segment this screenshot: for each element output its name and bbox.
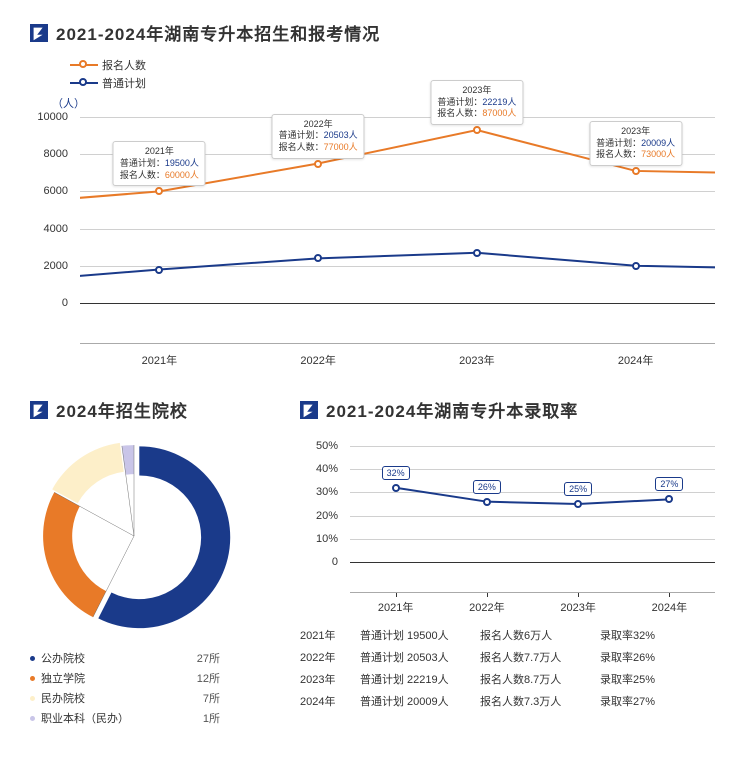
x-label: 2024年: [652, 599, 687, 615]
legend-enroll-label: 报名人数: [102, 57, 146, 73]
data-point: [632, 262, 640, 270]
rate-title: 2021-2024年湖南专升本录取率: [300, 397, 735, 422]
pie-legend-row: 独立学院12所: [30, 670, 280, 686]
rate-table-row: 2021年普通计划 19500人报名人数6万人录取率32%: [300, 624, 735, 646]
chart-tooltip: 2021年普通计划：19500人报名人数：60000人: [113, 141, 206, 186]
pie-legend-row: 职业本科（民办）1所: [30, 710, 280, 726]
data-point: [155, 187, 163, 195]
y-tick: 10%: [316, 533, 338, 545]
pie-slice: [52, 443, 123, 503]
chart-tooltip: 2022年普通计划：20503人报名人数：77000人: [272, 114, 365, 159]
rate-x-axis: 2021年 2022年 2023年 2024年: [350, 592, 715, 618]
rate-badge: 32%: [382, 466, 410, 480]
logo-icon: [30, 401, 48, 419]
y-tick: 30%: [316, 486, 338, 498]
x-label: 2024年: [618, 352, 653, 368]
x-label: 2022年: [469, 599, 504, 615]
rate-title-text: 2021-2024年湖南专升本录取率: [326, 397, 578, 422]
y-tick: 20%: [316, 510, 338, 522]
y-tick: 0: [332, 556, 338, 568]
chart-tooltip: 2023年普通计划：22219人报名人数：87000人: [430, 80, 523, 125]
data-point: [632, 167, 640, 175]
rate-table-row: 2023年普通计划 22219人报名人数8.7万人录取率25%: [300, 668, 735, 690]
pie-legend-row: 公办院校27所: [30, 650, 280, 666]
pie-chart: [34, 436, 234, 636]
data-point: [574, 500, 582, 508]
logo-icon: [30, 24, 48, 42]
rate-plot-area: 32% 26% 25% 27%: [350, 446, 715, 562]
main-y-axis: 0 2000 4000 6000 8000 10000: [30, 113, 74, 333]
y-tick: 10000: [37, 111, 68, 123]
rate-chart: 0 10% 20% 30% 40% 50% 32% 26% 25% 27%: [300, 442, 735, 592]
x-label: 2023年: [560, 599, 595, 615]
x-label: 2021年: [142, 352, 177, 368]
y-tick: 0: [62, 297, 68, 309]
chart-tooltip: 2023年普通计划：20009人报名人数：73000人: [589, 121, 682, 166]
main-x-axis: 2021年 2022年 2023年 2024年: [80, 343, 715, 369]
data-point: [314, 160, 322, 168]
data-point: [483, 498, 491, 506]
x-label: 2023年: [459, 352, 494, 368]
rate-badge: 25%: [564, 482, 592, 496]
y-tick: 6000: [44, 185, 68, 197]
pie-legend-row: 民办院校7所: [30, 690, 280, 706]
main-plot-area: 2021年普通计划：19500人报名人数：60000人 2022年普通计划：205…: [80, 117, 715, 303]
data-point: [473, 249, 481, 257]
x-label: 2021年: [378, 599, 413, 615]
logo-icon: [300, 401, 318, 419]
rate-y-axis: 0 10% 20% 30% 40% 50%: [300, 442, 344, 592]
y-tick: 8000: [44, 148, 68, 160]
data-point: [473, 126, 481, 134]
main-legend: 报名人数 普通计划: [70, 57, 735, 91]
main-title-text: 2021-2024年湖南专升本招生和报考情况: [56, 20, 380, 45]
unit-label: （人）: [52, 95, 735, 111]
rate-badge: 27%: [655, 477, 683, 491]
rate-table-row: 2022年普通计划 20503人报名人数7.7万人录取率26%: [300, 646, 735, 668]
x-label: 2022年: [300, 352, 335, 368]
data-point: [314, 254, 322, 262]
data-point: [665, 495, 673, 503]
rate-badge: 26%: [473, 480, 501, 494]
pie-slice: [98, 446, 230, 628]
legend-plan-label: 普通计划: [102, 75, 146, 91]
y-tick: 50%: [316, 440, 338, 452]
rate-table: 2021年普通计划 19500人报名人数6万人录取率32%2022年普通计划 2…: [300, 624, 735, 712]
pie-title-text: 2024年招生院校: [56, 397, 188, 422]
y-tick: 2000: [44, 260, 68, 272]
main-title: 2021-2024年湖南专升本招生和报考情况: [30, 20, 735, 45]
data-point: [155, 266, 163, 274]
rate-table-row: 2024年普通计划 20009人报名人数7.3万人录取率27%: [300, 690, 735, 712]
pie-title: 2024年招生院校: [30, 397, 280, 422]
legend-enroll: 报名人数: [70, 57, 735, 73]
data-point: [392, 484, 400, 492]
main-chart: 0 2000 4000 6000 8000 10000 2021年普通计划：19500人报…: [30, 113, 735, 333]
legend-plan: 普通计划: [70, 75, 735, 91]
y-tick: 40%: [316, 463, 338, 475]
pie-legend: 公办院校27所独立学院12所民办院校7所职业本科（民办）1所: [30, 650, 280, 726]
pie-slice: [43, 492, 106, 617]
y-tick: 4000: [44, 223, 68, 235]
